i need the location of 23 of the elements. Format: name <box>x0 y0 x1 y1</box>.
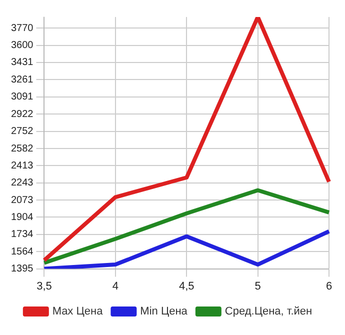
y-tick-label: 1904 <box>10 212 34 223</box>
y-tick-label: 2752 <box>10 126 34 138</box>
y-tick-label: 3600 <box>10 40 34 52</box>
y-tick-label: 2582 <box>10 143 34 154</box>
y-tick-label: 2413 <box>10 160 34 172</box>
y-tick-label: 2243 <box>10 178 34 189</box>
y-tick-label: 1564 <box>10 246 34 258</box>
y-tick-label: 2922 <box>10 108 34 120</box>
y-tick-label: 3770 <box>10 22 34 34</box>
x-tick-label: 4 <box>112 280 118 292</box>
x-tick-label: 5 <box>254 280 261 292</box>
y-tick-label: 1734 <box>10 229 34 240</box>
y-tick-label: 3091 <box>10 92 34 103</box>
y-tick-label: 3431 <box>10 57 34 68</box>
x-tick-label: 3,5 <box>36 280 52 292</box>
x-tick-label: 4,5 <box>178 280 194 292</box>
y-tick-label: 2073 <box>10 194 34 206</box>
y-tick-label: 3261 <box>10 74 34 86</box>
y-tick-label: 1395 <box>10 264 34 275</box>
legend-label: Сред.Цена, т.йен <box>224 306 312 318</box>
legend-label: Max Цена <box>52 306 104 318</box>
x-tick-label: 6 <box>326 280 332 292</box>
legend-label: Min Цена <box>140 306 188 318</box>
